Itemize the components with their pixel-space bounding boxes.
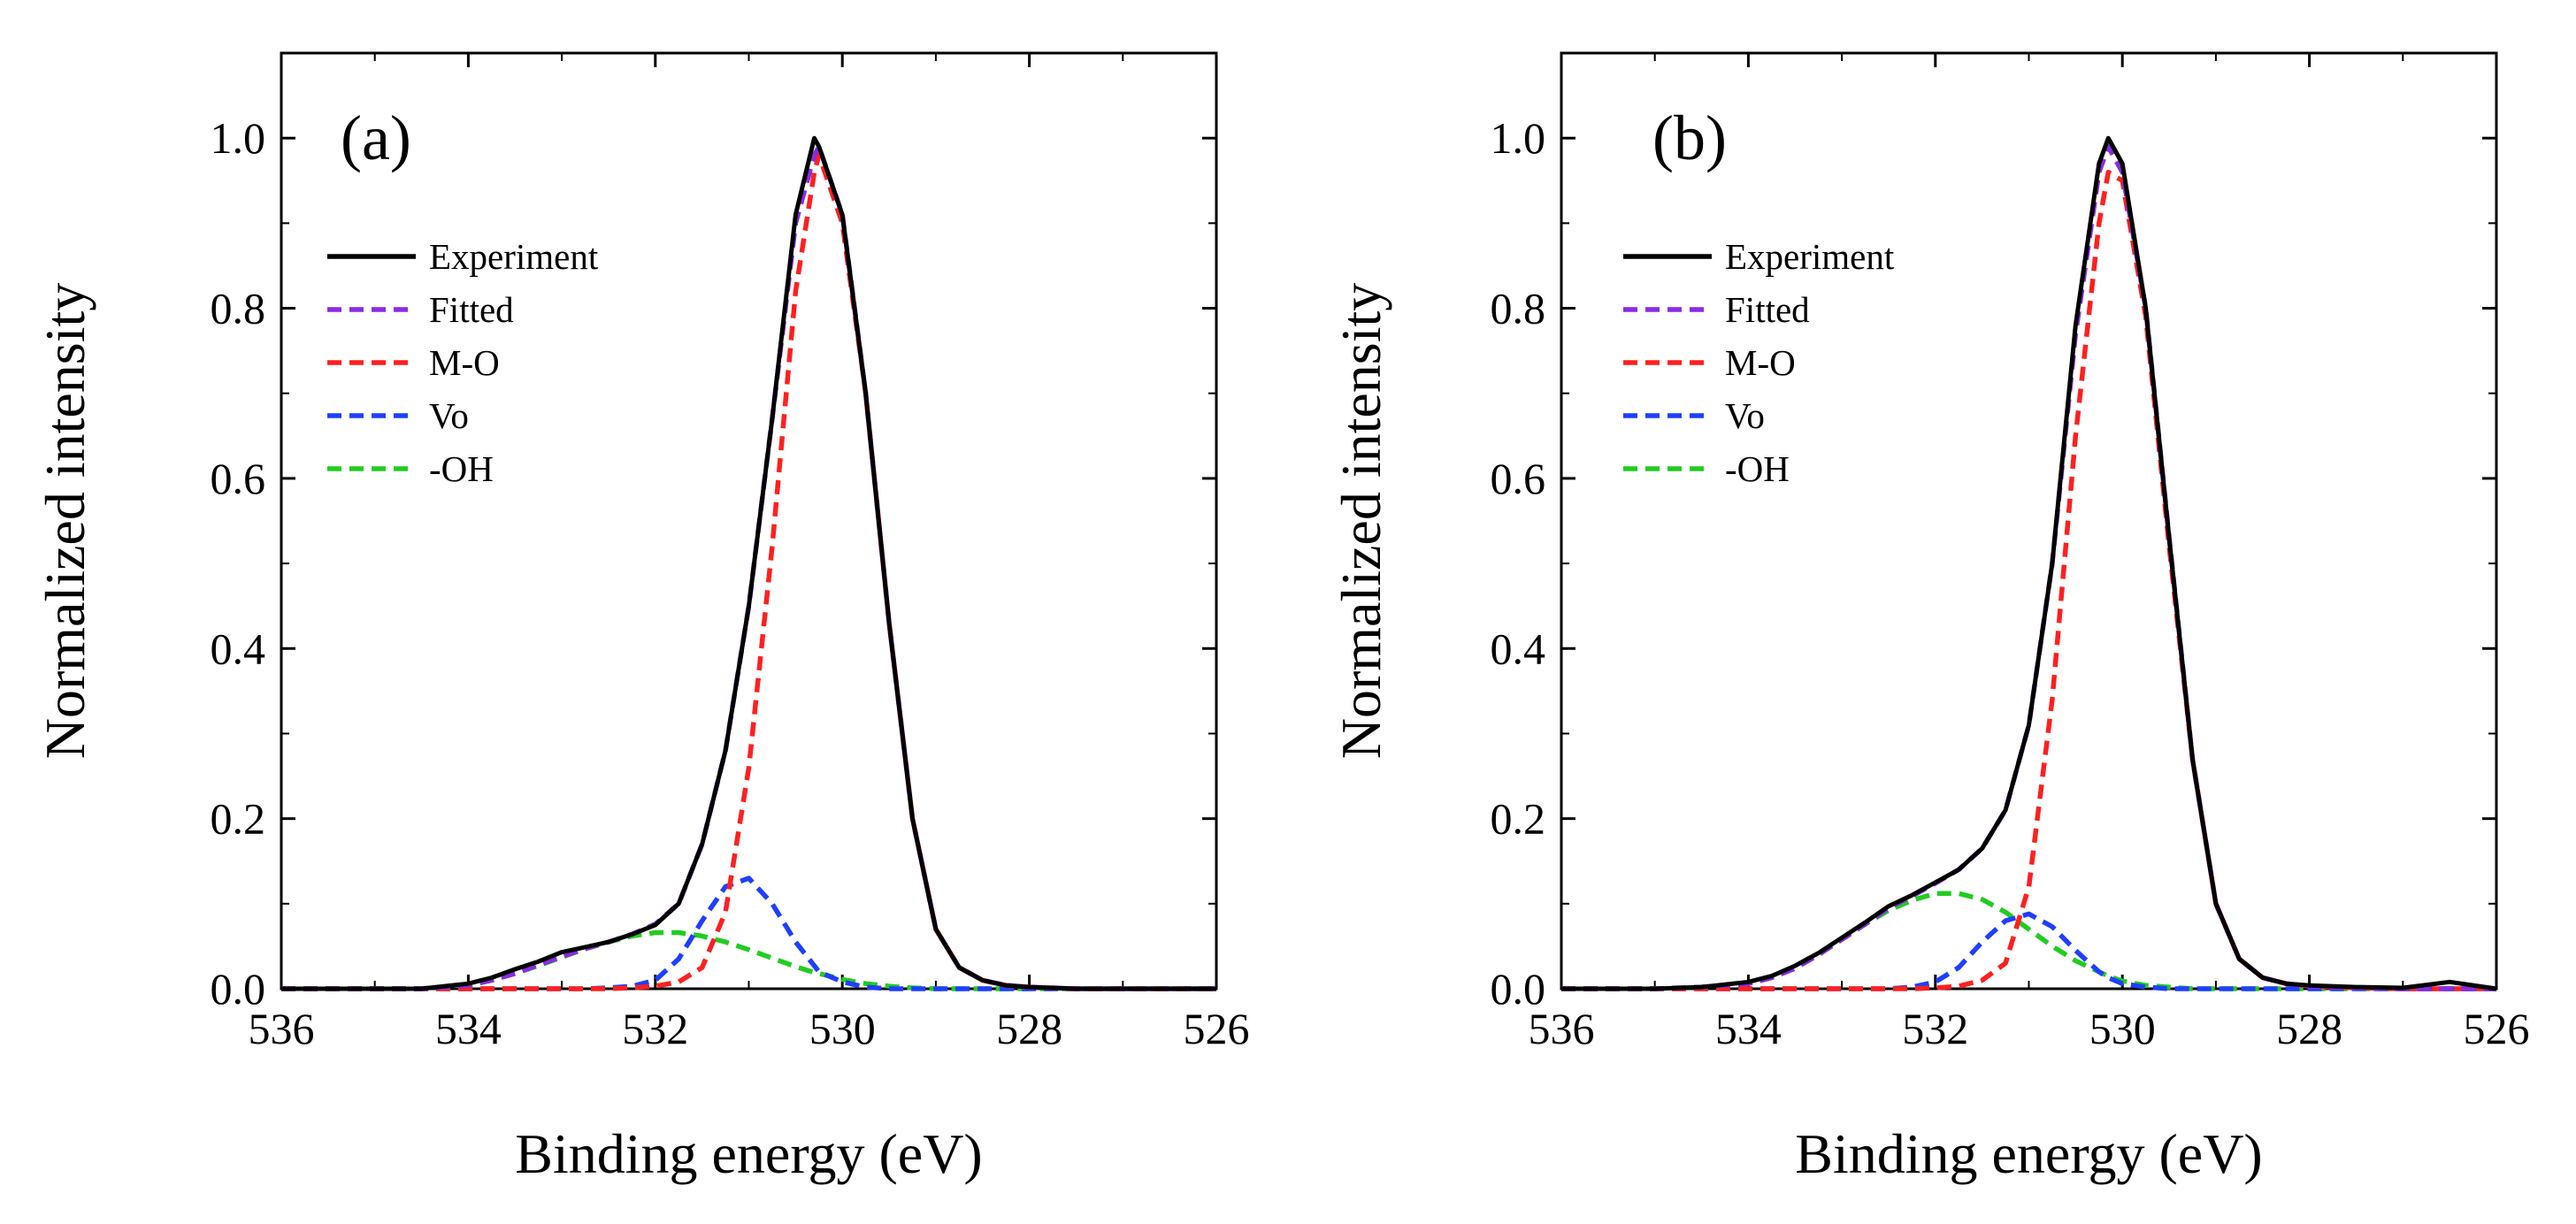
series-line-vo xyxy=(1561,911,2496,991)
y-tick-label: 0.8 xyxy=(1491,284,1546,333)
series-line-vo xyxy=(281,876,1216,991)
y-tick-label: 0.2 xyxy=(211,794,266,844)
panel-label: (b) xyxy=(1652,103,1727,173)
legend-label: Experiment xyxy=(429,236,599,277)
y-tick-label: 0.4 xyxy=(1491,623,1546,673)
y-tick-label: 0.6 xyxy=(211,454,266,503)
y-tick-label: 0.4 xyxy=(211,623,266,673)
series-line-fitted xyxy=(1561,144,2496,991)
x-tick-label: 526 xyxy=(2464,1004,2530,1053)
x-tick-label: 536 xyxy=(1529,1004,1595,1053)
x-axis-label: Binding energy (eV) xyxy=(515,1122,982,1185)
plot-frame-a xyxy=(280,51,1218,991)
legend-label: M-O xyxy=(429,342,500,383)
x-tick-label: 532 xyxy=(1902,1004,1968,1053)
x-tick-label: 532 xyxy=(622,1004,688,1053)
legend-label: -OH xyxy=(1725,448,1790,489)
x-tick-label: 536 xyxy=(249,1004,315,1053)
series-line-oh xyxy=(281,929,1216,991)
legend-label: Vo xyxy=(1725,395,1765,436)
y-tick-label: 1.0 xyxy=(211,113,266,163)
legend-label: -OH xyxy=(429,448,494,489)
x-tick-label: 534 xyxy=(1715,1004,1782,1053)
y-tick-label: 0.6 xyxy=(1491,454,1546,503)
legend-label: Fitted xyxy=(1725,289,1810,330)
plot-frame-b xyxy=(1560,51,2498,991)
series-line-fitted xyxy=(281,144,1216,991)
y-tick-label: 0.8 xyxy=(211,284,266,333)
legend-label: M-O xyxy=(1725,342,1796,383)
x-tick-label: 530 xyxy=(809,1004,876,1053)
legend-label: Experiment xyxy=(1725,236,1895,277)
y-tick-label: 0.0 xyxy=(211,964,266,1014)
x-tick-label: 534 xyxy=(435,1004,502,1053)
series-line-experiment xyxy=(281,135,1216,991)
panel-label: (a) xyxy=(341,103,411,173)
chart-panel-b: 536 534 532 530 528 526 0.0 0.2 0.4 0.6 0.8 1.0 Bind… xyxy=(1330,51,2530,1185)
y-axis-label: Normalized intensity xyxy=(34,283,96,760)
y-axis-label: Normalized intensity xyxy=(1330,283,1392,760)
series-line-mo xyxy=(1561,169,2496,991)
series-line-experiment xyxy=(1561,135,2497,991)
series-line-oh xyxy=(1561,891,2496,991)
x-axis-label: Binding energy (eV) xyxy=(1795,1122,2262,1185)
x-tick-label: 530 xyxy=(2089,1004,2156,1053)
y-tick-label: 1.0 xyxy=(1491,113,1546,163)
chart-panel-a: 536 534 532 530 528 526 0.0 0.2 0.4 0.6 0.8 1.0 Bind… xyxy=(34,51,1250,1185)
series-line-mo xyxy=(281,152,1216,991)
x-tick-label: 526 xyxy=(1184,1004,1250,1053)
y-tick-label: 0.0 xyxy=(1491,964,1546,1014)
legend-label: Vo xyxy=(429,395,469,436)
legend-label: Fitted xyxy=(429,289,514,330)
x-tick-label: 528 xyxy=(996,1004,1062,1053)
x-tick-label: 528 xyxy=(2276,1004,2342,1053)
y-tick-label: 0.2 xyxy=(1491,794,1546,844)
